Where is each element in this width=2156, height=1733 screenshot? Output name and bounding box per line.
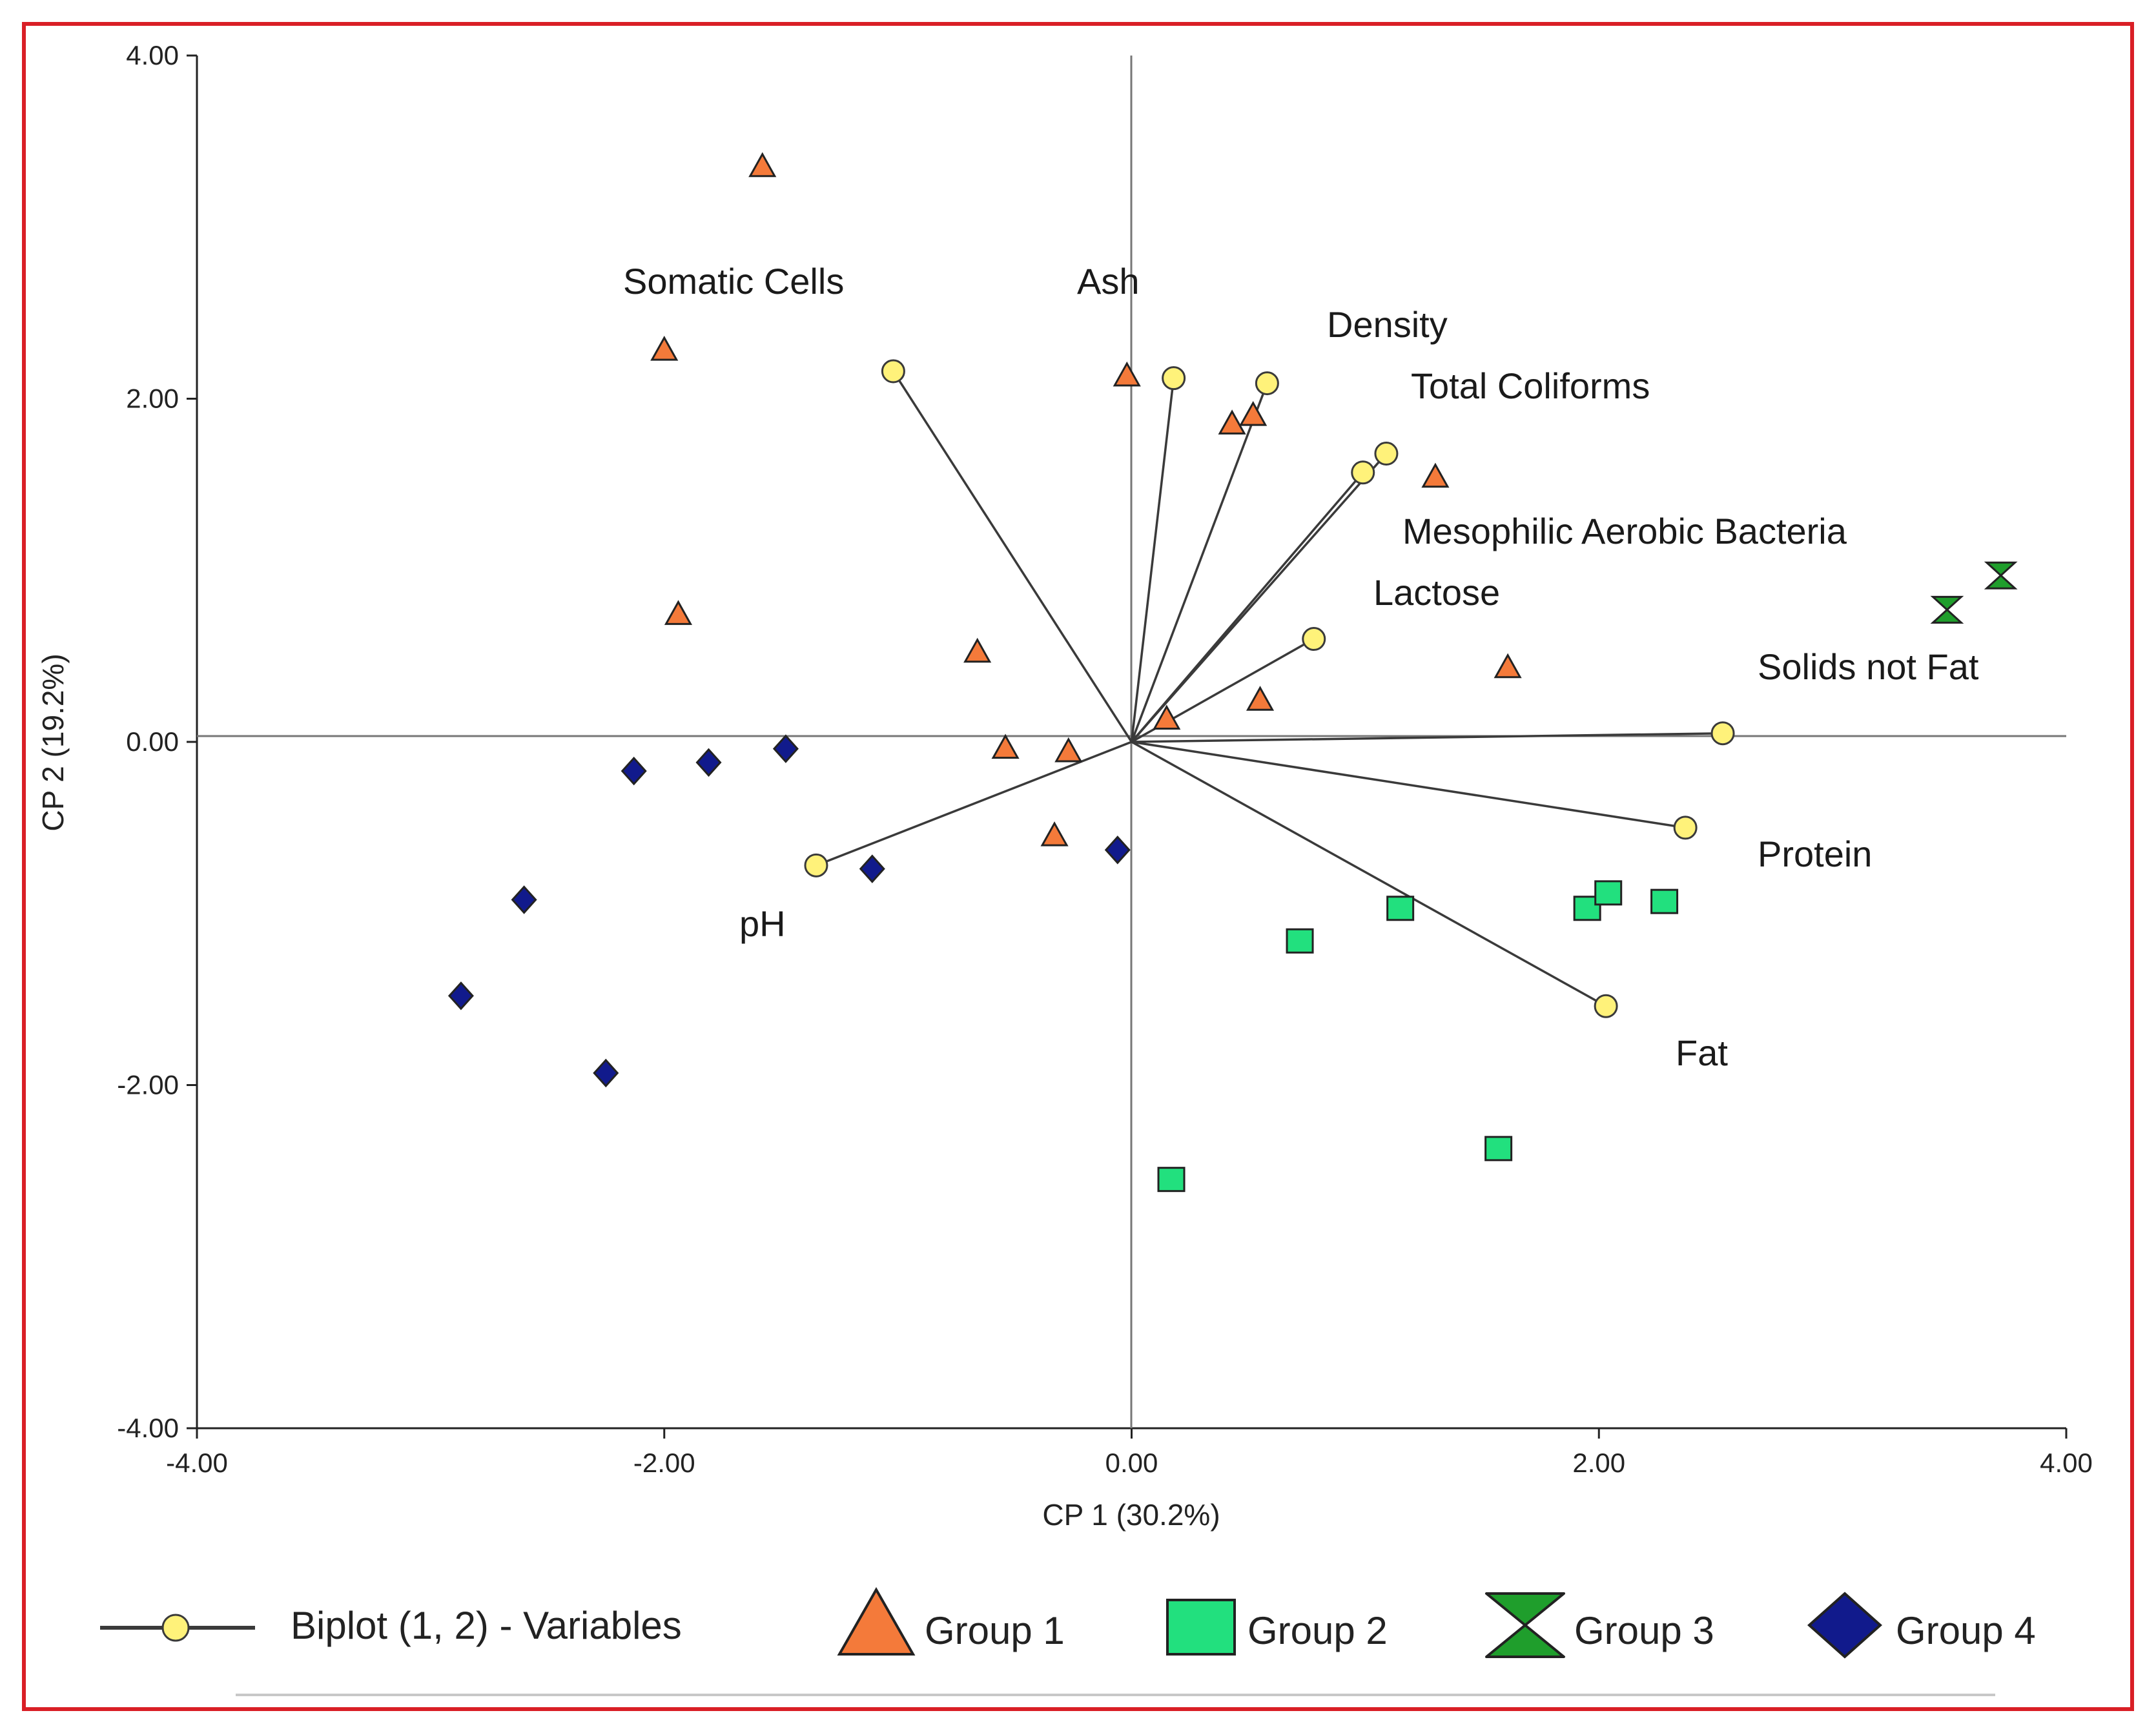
point-group-4 xyxy=(621,756,647,786)
variable-label-protein: Protein xyxy=(1758,834,1872,874)
variable-label-mesophilic-aerobic-bacteria: Mesophilic Aerobic Bacteria xyxy=(1402,511,1847,551)
vector-solids-not-fat xyxy=(1131,732,1723,743)
point-group-2 xyxy=(1650,888,1679,914)
point-group-4 xyxy=(859,854,885,883)
point-group-4 xyxy=(695,748,722,777)
point-group-2 xyxy=(1594,880,1623,906)
legend-label-group-2: Group 2 xyxy=(1247,1609,1388,1652)
vector-end-somatic-cells xyxy=(881,359,905,384)
y-axis-label: CP 2 (19.2%) xyxy=(36,653,70,831)
variable-label-somatic-cells: Somatic Cells xyxy=(623,261,844,302)
legend-item-group-1: Group 1 xyxy=(837,1586,1065,1656)
x-tick-label: 0.00 xyxy=(1105,1448,1158,1478)
point-group-3 xyxy=(1930,595,1964,624)
point-group-4 xyxy=(511,885,537,914)
variable-label-ash: Ash xyxy=(1077,261,1140,302)
legend-label-biplot: Biplot (1, 2) - Variables xyxy=(291,1604,682,1647)
y-tick-label: 0.00 xyxy=(126,726,179,757)
point-group-1 xyxy=(1494,653,1522,679)
point-group-1 xyxy=(1246,686,1275,711)
point-group-4 xyxy=(447,981,474,1010)
legend-item-group-3: Group 3 xyxy=(1485,1592,1714,1658)
vector-ash xyxy=(1130,378,1175,743)
vector-ph xyxy=(816,741,1133,866)
point-group-1 xyxy=(1421,462,1450,488)
y-tick-label: 4.00 xyxy=(126,40,179,70)
vector-end-ph xyxy=(804,853,828,877)
x-tick-label: 2.00 xyxy=(1572,1448,1625,1478)
variable-label-total-coliforms: Total Coliforms xyxy=(1411,365,1650,406)
variable-label-solids-not-fat: Solids not Fat xyxy=(1758,646,1979,687)
point-group-2 xyxy=(1484,1136,1513,1162)
vector-fat xyxy=(1131,741,1607,1007)
vector-end-mesophilic-aerobic-bacteria xyxy=(1351,460,1375,485)
point-group-1 xyxy=(1054,737,1083,763)
vector-end-total-coliforms xyxy=(1374,442,1399,466)
legend: Biplot (1, 2) - Variables Group 1 Group … xyxy=(100,1586,2036,1696)
point-group-1 xyxy=(963,637,992,663)
figure-frame xyxy=(22,22,2134,1711)
legend-label-group-4: Group 4 xyxy=(1896,1609,2036,1652)
group-points xyxy=(447,152,2018,1193)
variable-label-ph: pH xyxy=(739,903,786,944)
variable-label-density: Density xyxy=(1327,304,1448,345)
variable-label-lactose: Lactose xyxy=(1373,572,1500,613)
legend-item-group-4: Group 4 xyxy=(1807,1592,2036,1659)
biplot-vectors xyxy=(804,359,1735,1018)
vector-end-lactose xyxy=(1302,627,1326,651)
x-tick-label: 4.00 xyxy=(2040,1448,2093,1478)
legend-marker-group-2 xyxy=(1166,1599,1236,1656)
x-axis-label: CP 1 (30.2%) xyxy=(1042,1498,1220,1532)
legend-marker-group-3 xyxy=(1485,1592,1565,1658)
point-group-1 xyxy=(1218,409,1246,435)
point-group-4 xyxy=(593,1058,619,1088)
legend-label-group-3: Group 3 xyxy=(1574,1609,1714,1652)
y-tick-label: 2.00 xyxy=(126,384,179,414)
y-tick-label: -2.00 xyxy=(117,1070,179,1100)
x-tick-label: -4.00 xyxy=(166,1448,228,1478)
point-group-1 xyxy=(650,336,679,361)
point-group-1 xyxy=(1113,361,1141,387)
vector-end-solids-not-fat xyxy=(1710,721,1735,746)
legend-item-biplot: Biplot (1, 2) - Variables xyxy=(100,1604,682,1647)
vector-end-fat xyxy=(1594,994,1618,1018)
vector-somatic-cells xyxy=(892,371,1133,743)
point-group-1 xyxy=(748,152,777,178)
point-group-4 xyxy=(1104,836,1131,865)
point-group-2 xyxy=(1286,928,1314,954)
legend-marker-group-4 xyxy=(1807,1592,1883,1659)
point-group-1 xyxy=(1153,704,1181,730)
variable-label-fat: Fat xyxy=(1676,1032,1728,1073)
vector-end-protein xyxy=(1673,815,1698,840)
vector-end-density xyxy=(1255,371,1279,396)
vector-protein xyxy=(1131,741,1686,829)
point-group-3 xyxy=(1984,561,2018,590)
vector-end-ash xyxy=(1162,366,1186,391)
point-group-1 xyxy=(664,600,693,625)
point-group-1 xyxy=(991,733,1020,759)
vector-density xyxy=(1130,382,1269,743)
legend-item-group-2: Group 2 xyxy=(1166,1599,1388,1656)
point-group-1 xyxy=(1239,401,1268,426)
legend-label-group-1: Group 1 xyxy=(925,1609,1065,1652)
ticks: -4.00 -2.00 0.00 2.00 4.00 4.00 2.00 0.00 -2.00 -… xyxy=(117,40,2093,1478)
point-group-2 xyxy=(1157,1167,1186,1193)
point-group-1 xyxy=(1040,821,1069,846)
legend-marker-group-1 xyxy=(837,1586,916,1656)
point-group-4 xyxy=(772,734,799,763)
legend-variable-marker xyxy=(161,1614,190,1642)
y-tick-label: -4.00 xyxy=(117,1413,179,1443)
point-group-2 xyxy=(1386,896,1415,921)
biplot-variable-labels: Somatic Cells Ash Density Total Coliforms Me… xyxy=(623,261,1979,1073)
vector-mesophilic-aerobic-bacteria xyxy=(1131,471,1364,743)
x-tick-label: -2.00 xyxy=(633,1448,695,1478)
